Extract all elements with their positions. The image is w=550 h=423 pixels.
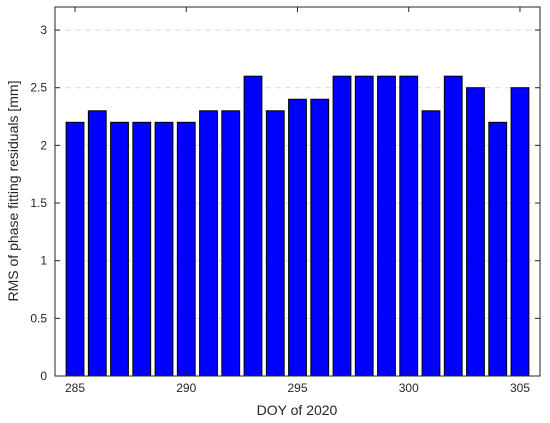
x-tick-label: 285 <box>65 381 85 395</box>
bar <box>510 87 530 377</box>
bar <box>288 98 307 377</box>
bars <box>65 75 530 377</box>
bar <box>221 110 241 377</box>
bar <box>443 75 463 377</box>
bar <box>332 75 352 377</box>
y-tick-label: 1 <box>40 254 47 268</box>
bar <box>154 121 174 377</box>
x-tick-label: 295 <box>287 381 307 395</box>
y-tick-label: 0.5 <box>30 311 47 325</box>
x-axis-label: DOY of 2020 <box>257 402 338 418</box>
bar <box>87 110 107 377</box>
x-tick-label: 305 <box>510 381 530 395</box>
bar <box>354 75 374 377</box>
y-tick-label: 0 <box>40 369 47 383</box>
x-axis-ticks: 285 290 295 300 305 <box>65 7 530 395</box>
bar <box>399 75 419 377</box>
bar <box>310 98 330 377</box>
y-tick-label: 2.5 <box>30 81 47 95</box>
bar <box>466 87 485 377</box>
y-axis-label: RMS of phase fitting residuals [mm] <box>5 81 21 302</box>
bar <box>176 121 196 377</box>
bar <box>488 121 508 377</box>
bar <box>110 121 129 377</box>
bar <box>265 110 285 377</box>
y-tick-label: 1.5 <box>30 196 47 210</box>
x-tick-label: 290 <box>176 381 196 395</box>
bar <box>65 121 85 377</box>
y-tick-label: 2 <box>40 138 47 152</box>
bar <box>421 110 441 377</box>
bar <box>243 75 263 377</box>
bar <box>132 121 152 377</box>
bar <box>199 110 218 377</box>
bar <box>377 75 396 377</box>
y-tick-label: 3 <box>40 23 47 37</box>
y-axis-ticks: 0 0.5 1 1.5 2 2.5 3 <box>30 23 540 383</box>
x-tick-label: 300 <box>399 381 419 395</box>
